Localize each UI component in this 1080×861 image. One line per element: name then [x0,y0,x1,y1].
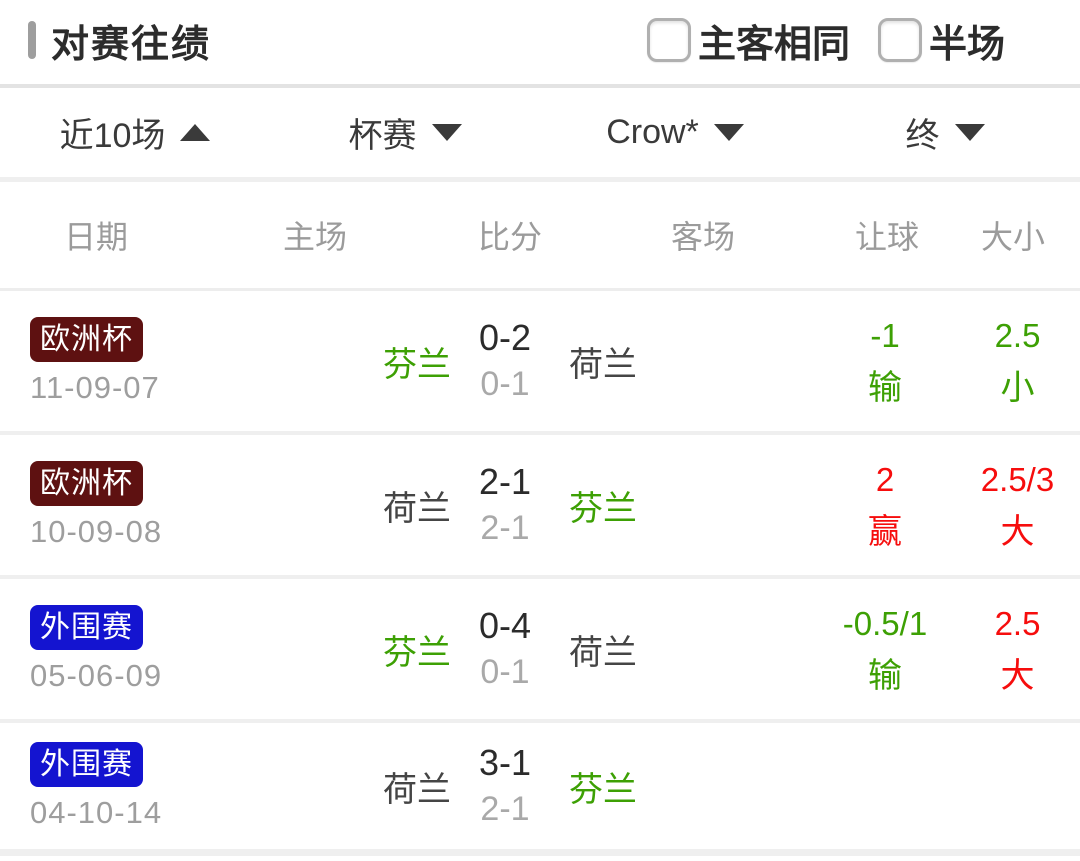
filter-label: 近10场 [59,117,166,155]
date-cell: 欧洲杯 10-09-08 [0,460,250,550]
filter-label: 杯赛 [348,117,417,155]
section-title: 对赛往绩 [51,23,212,66]
section-header: 对赛往绩 主客相同 半场 [0,0,1080,88]
overunder-cell [955,779,1080,793]
competition-badge: 外围赛 [30,604,143,650]
triangle-up-icon [180,124,211,141]
competition-badge: 外围赛 [30,741,143,787]
match-date: 11-09-07 [30,369,160,405]
filter-label: 终 [905,117,940,155]
triangle-down-icon [713,124,744,141]
column-label-away: 客场 [670,219,736,255]
match-date: 04-10-14 [30,794,163,830]
handicap-value: -0.5/1 [842,605,928,642]
filter-label: Crow* [606,113,699,151]
full-time-score: 3-1 [478,742,532,783]
triangle-down-icon [954,124,985,141]
match-date: 10-09-08 [30,513,163,549]
full-time-score: 0-2 [478,317,532,358]
date-cell: 外围赛 05-06-09 [0,604,250,694]
checkbox-same-home-away[interactable]: 主客相同 [646,13,850,68]
half-time-score: 2-1 [480,790,530,828]
column-label-handicap: 让球 [854,219,920,255]
match-rows: 欧洲杯 11-09-07 芬兰 0-2 0-1 荷兰 -1 输 2.5 小 欧洲… [0,291,1080,856]
column-label-score: 比分 [477,219,543,255]
column-header-row: 日期 主场 比分 客场 让球 大小 [0,182,1080,291]
checkbox-half-time-box[interactable] [877,18,922,62]
filter-odds-company[interactable]: Crow* [540,88,810,177]
handicap-cell: -1 输 [815,316,955,406]
overunder-value: 2.5 [994,317,1041,354]
home-team: 芬兰 [383,633,451,672]
score-cell: 3-1 2-1 [455,740,555,832]
column-label-home: 主场 [282,219,348,255]
half-time-score: 2-1 [480,509,530,547]
triangle-down-icon [431,124,462,141]
away-team: 荷兰 [569,345,637,384]
filter-bar: 近10场 杯赛 Crow* 终 [0,88,1080,182]
match-row[interactable]: 外围赛 04-10-14 荷兰 3-1 2-1 芬兰 [0,723,1080,856]
half-time-score: 0-1 [480,653,530,691]
half-time-score: 0-1 [480,365,530,403]
competition-badge: 欧洲杯 [30,460,143,506]
filter-odds-stage[interactable]: 终 [810,88,1080,177]
score-cell: 2-1 2-1 [455,459,555,551]
overunder-value: 2.5/3 [980,461,1055,498]
match-row[interactable]: 外围赛 05-06-09 芬兰 0-4 0-1 荷兰 -0.5/1 输 2.5 … [0,579,1080,723]
handicap-result: 赢 [868,513,902,551]
away-team: 芬兰 [569,770,637,809]
full-time-score: 2-1 [478,461,532,502]
competition-badge: 欧洲杯 [30,316,143,362]
handicap-value: -1 [870,317,900,354]
filter-matches-count[interactable]: 近10场 [0,88,270,177]
match-date: 05-06-09 [30,657,163,693]
away-team: 芬兰 [569,489,637,528]
section-marker [28,21,36,59]
handicap-result: 输 [868,657,902,695]
column-label-date: 日期 [63,219,129,255]
away-team: 荷兰 [569,633,637,672]
handicap-value: 2 [875,461,895,498]
score-cell: 0-4 0-1 [455,603,555,695]
full-time-score: 0-4 [478,605,532,646]
overunder-result: 大 [1000,657,1035,695]
overunder-value: 2.5 [994,605,1041,642]
filter-competition[interactable]: 杯赛 [270,88,540,177]
column-label-overunder: 大小 [980,219,1046,255]
handicap-cell [815,779,955,793]
overunder-cell: 2.5 大 [955,604,1080,694]
home-team: 荷兰 [383,770,451,809]
checkbox-half-time-label: 半场 [928,23,1005,66]
checkbox-same-home-away-box[interactable] [646,18,691,62]
checkbox-half-time[interactable]: 半场 [877,13,1005,68]
overunder-cell: 2.5 小 [955,316,1080,406]
home-team: 芬兰 [383,345,451,384]
overunder-result: 小 [1000,369,1035,407]
match-row[interactable]: 欧洲杯 11-09-07 芬兰 0-2 0-1 荷兰 -1 输 2.5 小 [0,291,1080,435]
handicap-cell: 2 赢 [815,460,955,550]
checkbox-same-home-away-label: 主客相同 [697,23,850,66]
handicap-cell: -0.5/1 输 [815,604,955,694]
match-row[interactable]: 欧洲杯 10-09-08 荷兰 2-1 2-1 芬兰 2 赢 2.5/3 大 [0,435,1080,579]
overunder-result: 大 [1000,513,1035,551]
home-team: 荷兰 [383,489,451,528]
handicap-result: 输 [868,369,902,407]
date-cell: 外围赛 04-10-14 [0,741,250,831]
date-cell: 欧洲杯 11-09-07 [0,316,250,406]
score-cell: 0-2 0-1 [455,315,555,407]
overunder-cell: 2.5/3 大 [955,460,1080,550]
